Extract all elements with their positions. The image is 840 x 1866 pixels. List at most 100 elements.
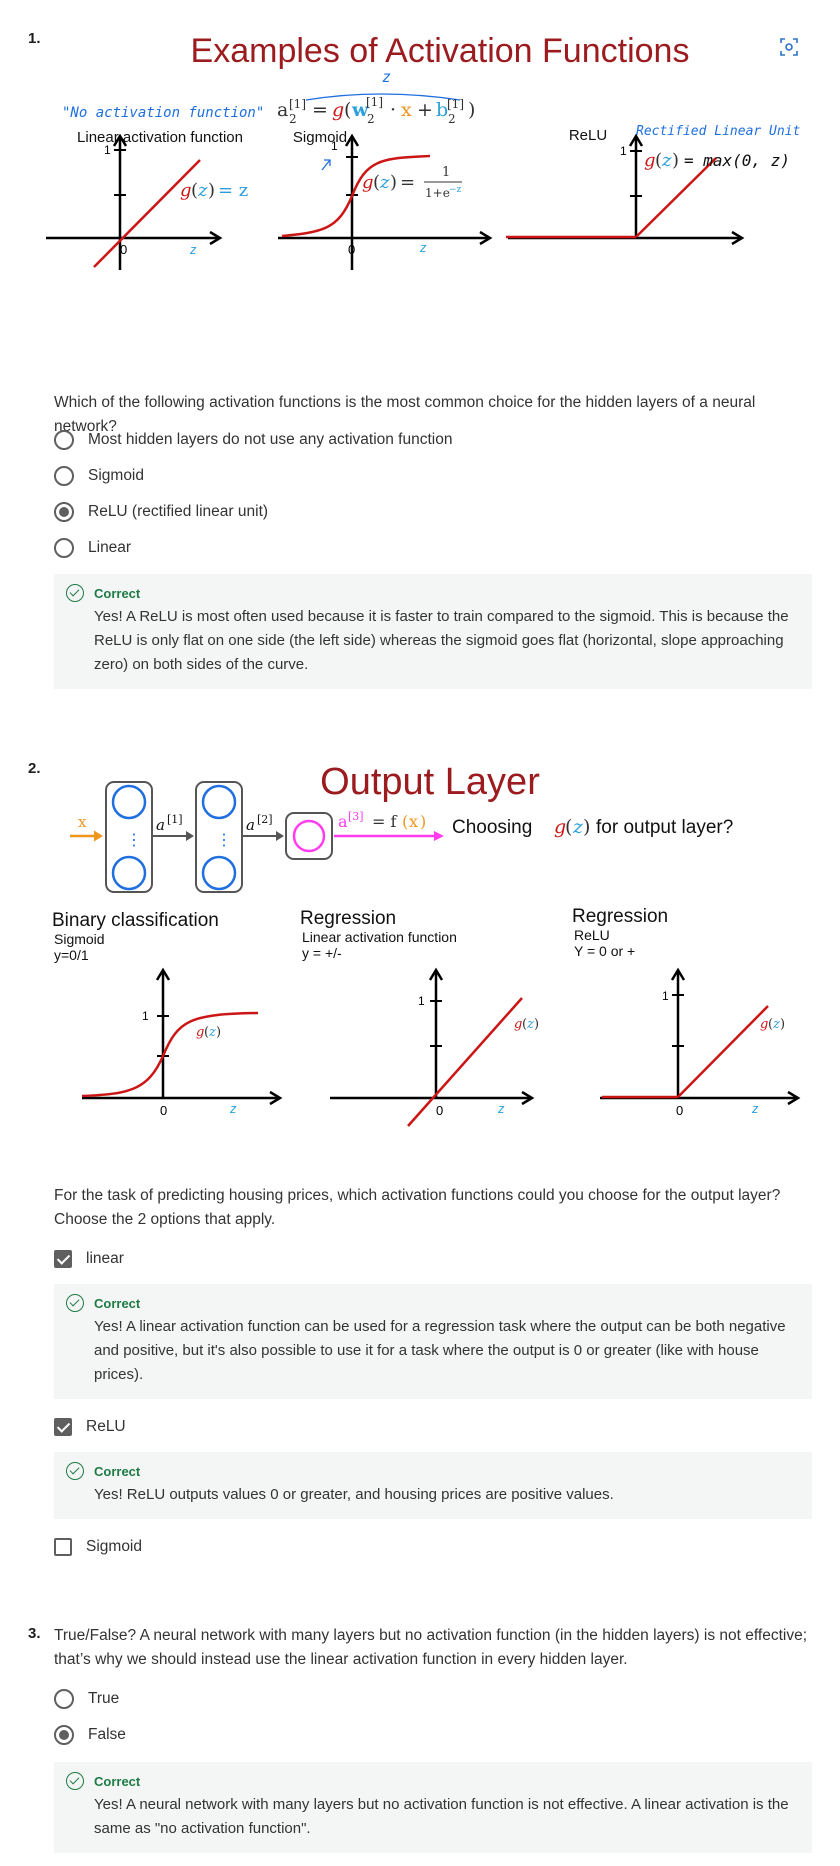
question-3-number: 3.: [28, 1625, 41, 1642]
question-2-text: For the task of predicting housing price…: [54, 1187, 781, 1228]
svg-text:(: (: [191, 180, 198, 201]
regression-relu-panel: Regression ReLU Y = 0 or + 1 0 z g ( z ): [572, 906, 801, 1118]
svg-text:Binary classification: Binary classification: [52, 910, 219, 931]
svg-text:2: 2: [367, 112, 375, 126]
svg-text:g: g: [196, 1025, 204, 1040]
radio-button[interactable]: [54, 466, 74, 486]
svg-text:): ): [390, 172, 397, 193]
network-diagram: x ⋮ a [1] ⋮ a [2] a [3] = f ( x ): [70, 781, 444, 893]
svg-text:[1]: [1]: [167, 813, 183, 826]
svg-text:0: 0: [348, 242, 355, 257]
svg-text:= z: = z: [218, 180, 248, 201]
checkbox-unchecked[interactable]: [54, 1538, 72, 1556]
svg-text:1: 1: [620, 144, 627, 158]
svg-text:[3]: [3]: [348, 810, 364, 823]
svg-text:): ): [672, 150, 679, 171]
checkbox-checked[interactable]: [54, 1250, 72, 1268]
regression-linear-panel: Regression Linear activation function y …: [300, 908, 539, 1127]
svg-text:(: (: [402, 812, 408, 831]
relu-panel: ReLU Rectified Linear Unit 1 g ( z ) = m…: [506, 124, 801, 246]
svg-text:(: (: [344, 99, 351, 121]
svg-text:(: (: [522, 1017, 527, 1032]
check-circle-icon: [66, 1462, 84, 1480]
svg-text:(: (: [204, 1025, 209, 1040]
svg-text:z: z: [661, 150, 672, 171]
q2-option-linear[interactable]: linear: [54, 1250, 124, 1268]
svg-text:g: g: [760, 1017, 768, 1032]
check-circle-icon: [66, 1294, 84, 1312]
svg-text:): ): [780, 1017, 785, 1032]
q3-option-true[interactable]: True: [54, 1689, 119, 1709]
focus-zoom-icon[interactable]: [780, 38, 798, 56]
svg-text:+: +: [417, 99, 433, 121]
check-circle-icon: [66, 1772, 84, 1790]
svg-text:0: 0: [160, 1103, 167, 1118]
svg-text:w: w: [351, 99, 369, 121]
svg-text:=: =: [400, 172, 415, 193]
q2-relu-feedback: Correct Yes! ReLU outputs values 0 or gr…: [54, 1452, 812, 1519]
svg-text:1: 1: [142, 1009, 149, 1023]
svg-text:(: (: [768, 1017, 773, 1032]
svg-text:[1]: [1]: [447, 97, 464, 111]
radio-button-selected[interactable]: [54, 1725, 74, 1745]
svg-text:(: (: [565, 816, 572, 838]
svg-text:1: 1: [104, 143, 111, 157]
relu-handnote: Rectified Linear Unit: [636, 124, 801, 139]
svg-text:[1]: [1]: [366, 95, 383, 109]
q2-option-sigmoid[interactable]: Sigmoid: [54, 1538, 142, 1556]
svg-text:z: z: [189, 242, 197, 257]
svg-text:(: (: [655, 150, 662, 171]
svg-text:g: g: [362, 172, 374, 193]
svg-text:g: g: [554, 816, 566, 838]
feedback-text: Yes! A ReLU is most often used because i…: [94, 608, 789, 673]
relu-panel-title: ReLU: [569, 127, 607, 144]
binary-classification-panel: Binary classification Sigmoid y=0/1 1 0 …: [52, 910, 283, 1118]
svg-text:for output layer?: for output layer?: [596, 817, 733, 838]
svg-text:): ): [583, 816, 590, 838]
feedback-label: Correct: [94, 585, 141, 601]
svg-text:g: g: [644, 150, 656, 171]
svg-text:): ): [216, 1025, 221, 1040]
svg-text:g: g: [514, 1017, 522, 1032]
svg-text:0: 0: [120, 242, 127, 257]
q1-option-linear[interactable]: Linear: [54, 538, 131, 558]
q3-feedback: Correct Yes! A neural network with many …: [54, 1762, 812, 1853]
feedback-label: Correct: [94, 1295, 141, 1311]
svg-text:1: 1: [662, 989, 669, 1003]
q1-option-no-activation[interactable]: Most hidden layers do not use any activa…: [54, 430, 452, 450]
svg-text:1: 1: [442, 165, 450, 180]
svg-text:= f: = f: [372, 812, 397, 831]
svg-text:0: 0: [676, 1103, 683, 1118]
svg-text:): ): [208, 180, 215, 201]
svg-text:x: x: [401, 99, 412, 121]
svg-text:1: 1: [331, 139, 338, 153]
svg-text:x: x: [409, 812, 418, 831]
svg-text:): ): [420, 812, 426, 831]
svg-text:y = +/-: y = +/-: [302, 945, 342, 961]
radio-button[interactable]: [54, 1689, 74, 1709]
q1-option-relu[interactable]: ReLU (rectified linear unit): [54, 502, 268, 522]
svg-text:z: z: [772, 1017, 780, 1032]
svg-text:(: (: [373, 172, 380, 193]
checkbox-checked[interactable]: [54, 1418, 72, 1436]
no-activation-note: "No activation function": [62, 105, 264, 121]
feedback-text: Yes! ReLU outputs values 0 or greater, a…: [94, 1486, 614, 1503]
svg-text:): ): [468, 99, 475, 121]
q2-option-relu[interactable]: ReLU: [54, 1418, 126, 1436]
q1-option-sigmoid[interactable]: Sigmoid: [54, 466, 144, 486]
radio-button[interactable]: [54, 430, 74, 450]
neuron-formula: z a [1] 2 = g ( w [1] 2 · x + b [1] 2 ): [277, 68, 475, 126]
svg-text:g: g: [332, 99, 344, 121]
svg-text:z: z: [497, 1101, 505, 1116]
svg-text:=: =: [312, 99, 328, 121]
q1-feedback: Correct Yes! A ReLU is most often used b…: [54, 574, 812, 689]
radio-button[interactable]: [54, 538, 74, 558]
linear-panel: Linear activation function 1 0 z g ( z )…: [46, 129, 248, 270]
svg-text:−z: −z: [449, 185, 462, 195]
choosing-output-question: Choosing g ( z ) for output layer?: [452, 816, 733, 838]
svg-text:z: z: [751, 1101, 759, 1116]
radio-button-selected[interactable]: [54, 502, 74, 522]
svg-text:z: z: [229, 1101, 237, 1116]
q3-option-false[interactable]: False: [54, 1725, 126, 1745]
q2-linear-feedback: Correct Yes! A linear activation functio…: [54, 1284, 812, 1399]
